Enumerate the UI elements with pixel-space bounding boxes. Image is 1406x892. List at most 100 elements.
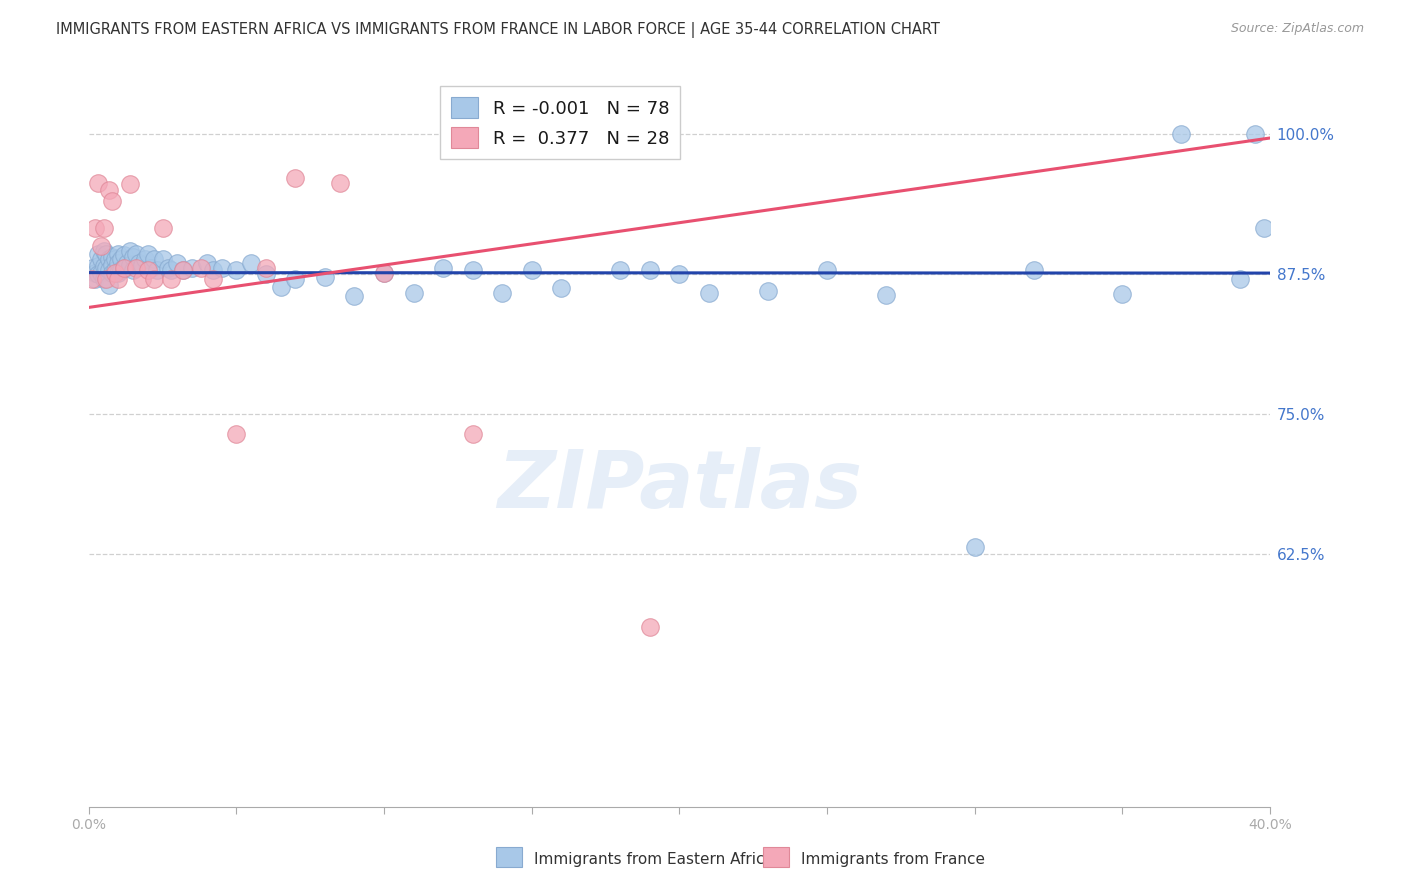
Point <box>96 261 118 276</box>
Point <box>110 252 132 267</box>
Point <box>107 272 129 286</box>
Point <box>875 288 897 302</box>
Point <box>139 261 162 276</box>
Point <box>98 252 121 267</box>
Point <box>638 620 661 634</box>
Point <box>122 250 145 264</box>
Point <box>638 263 661 277</box>
Point <box>697 285 720 300</box>
Point <box>120 177 142 191</box>
Point <box>201 263 224 277</box>
Point <box>756 284 779 298</box>
Point <box>90 266 112 280</box>
Point <box>160 263 183 277</box>
Point <box>152 252 174 267</box>
Point <box>284 171 307 186</box>
Point <box>101 250 124 264</box>
Point <box>815 263 838 277</box>
Point <box>550 281 572 295</box>
Point <box>1022 263 1045 277</box>
Point <box>93 244 115 259</box>
Point <box>166 255 188 269</box>
Point <box>98 277 121 292</box>
Point <box>122 263 145 277</box>
Point <box>157 261 180 276</box>
Point <box>104 252 127 267</box>
Point <box>1170 127 1192 141</box>
Text: Immigrants from France: Immigrants from France <box>801 852 986 867</box>
Point <box>181 261 204 276</box>
Point <box>461 263 484 277</box>
Point <box>461 427 484 442</box>
Point <box>86 259 108 273</box>
Point <box>343 289 366 303</box>
Point <box>90 238 112 252</box>
Point <box>120 244 142 259</box>
Point <box>963 541 986 555</box>
Point <box>254 261 277 276</box>
Point <box>195 255 218 269</box>
Point <box>101 258 124 272</box>
Text: Source: ZipAtlas.com: Source: ZipAtlas.com <box>1230 22 1364 36</box>
Point <box>112 261 135 276</box>
Point <box>86 267 108 281</box>
Point <box>160 272 183 286</box>
Point <box>131 258 153 272</box>
Point <box>142 252 165 267</box>
Point <box>134 252 156 267</box>
Point <box>329 176 352 190</box>
Point <box>112 261 135 276</box>
Point <box>80 272 103 286</box>
Point <box>93 220 115 235</box>
Point <box>225 427 247 442</box>
Point <box>83 266 105 280</box>
Point <box>201 272 224 286</box>
Point <box>104 266 127 280</box>
Point <box>314 270 336 285</box>
Point <box>284 272 307 286</box>
Point <box>110 263 132 277</box>
Point <box>240 255 263 269</box>
Point <box>107 246 129 260</box>
Point <box>136 246 159 260</box>
Point <box>90 252 112 267</box>
Point <box>152 220 174 235</box>
Text: ZIPatlas: ZIPatlas <box>496 447 862 524</box>
Point <box>125 246 148 260</box>
Point <box>107 266 129 280</box>
Legend: R = -0.001   N = 78, R =  0.377   N = 28: R = -0.001 N = 78, R = 0.377 N = 28 <box>440 87 681 159</box>
Point <box>520 263 543 277</box>
Point <box>373 266 395 280</box>
Point <box>107 255 129 269</box>
Point <box>115 255 138 269</box>
Point <box>402 285 425 300</box>
Point <box>96 246 118 260</box>
Point <box>98 183 121 197</box>
Point <box>432 261 454 276</box>
Point <box>373 266 395 280</box>
Point <box>211 261 233 276</box>
Point <box>93 272 115 286</box>
Point <box>172 263 194 277</box>
Point <box>93 259 115 273</box>
Point <box>1111 287 1133 301</box>
Point <box>128 255 150 269</box>
Point <box>96 272 118 286</box>
Point <box>98 263 121 277</box>
Point <box>142 272 165 286</box>
Point <box>112 248 135 262</box>
Point <box>125 261 148 276</box>
Point <box>491 285 513 300</box>
Point <box>1253 220 1275 235</box>
Point <box>83 272 105 286</box>
Text: IMMIGRANTS FROM EASTERN AFRICA VS IMMIGRANTS FROM FRANCE IN LABOR FORCE | AGE 35: IMMIGRANTS FROM EASTERN AFRICA VS IMMIGR… <box>56 22 941 38</box>
Point <box>668 267 690 281</box>
Point <box>86 246 108 260</box>
Point <box>190 261 212 276</box>
Point <box>104 263 127 277</box>
Point <box>101 194 124 208</box>
Point <box>1244 127 1267 141</box>
Point <box>1229 272 1251 286</box>
Point <box>172 263 194 277</box>
Point <box>120 258 142 272</box>
